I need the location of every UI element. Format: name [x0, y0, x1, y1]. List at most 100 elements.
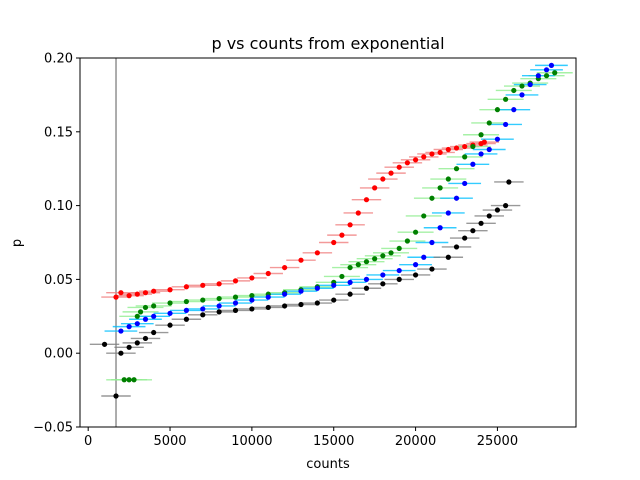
- data-point: [131, 377, 137, 383]
- data-point: [470, 161, 476, 167]
- data-point: [494, 207, 501, 213]
- data-point: [232, 300, 239, 306]
- data-point: [249, 293, 255, 299]
- data-point: [216, 309, 222, 315]
- data-point: [331, 282, 337, 288]
- data-point: [314, 250, 320, 256]
- series-0-points: [113, 139, 487, 300]
- data-point: [429, 151, 435, 157]
- data-point: [200, 282, 206, 288]
- data-point: [142, 290, 149, 296]
- x-tick-label: 5000: [153, 434, 186, 449]
- data-point: [470, 143, 476, 150]
- data-point: [183, 316, 190, 322]
- data-point: [543, 73, 550, 79]
- data-point: [421, 154, 427, 160]
- data-point: [478, 132, 484, 138]
- data-point: [167, 310, 173, 316]
- data-point: [396, 245, 402, 252]
- data-point: [314, 300, 320, 306]
- data-point: [347, 222, 353, 228]
- data-point: [282, 291, 288, 297]
- data-point: [372, 185, 378, 191]
- series-3-points: [101, 179, 512, 399]
- data-point: [412, 272, 419, 278]
- data-point: [331, 239, 337, 246]
- data-point: [134, 313, 140, 319]
- data-point: [126, 344, 132, 350]
- data-point: [412, 262, 419, 268]
- data-point: [445, 210, 451, 216]
- data-point: [388, 250, 394, 256]
- data-point: [503, 121, 509, 128]
- data-point: [363, 285, 370, 291]
- data-point: [363, 259, 370, 265]
- data-point: [216, 303, 222, 309]
- data-point: [462, 235, 468, 241]
- x-tick-label: 15000: [313, 434, 354, 449]
- plot-clipped-group: [89, 58, 573, 427]
- x-axis-title: counts: [306, 457, 350, 472]
- data-point: [339, 273, 345, 280]
- data-point: [445, 146, 451, 153]
- data-point: [363, 276, 370, 282]
- data-point: [429, 266, 435, 272]
- data-point: [503, 96, 509, 102]
- data-point: [151, 288, 157, 294]
- axes: 0 5000 10000 15000 20000 25000 −0.05 0.00 0.05 0.…: [33, 52, 577, 449]
- data-point: [167, 322, 173, 328]
- data-point: [453, 166, 460, 172]
- data-point: [486, 146, 492, 153]
- data-point: [445, 176, 451, 182]
- data-point: [388, 170, 394, 176]
- data-point: [396, 267, 402, 274]
- data-point: [421, 254, 427, 260]
- data-point: [519, 92, 525, 98]
- data-point: [437, 149, 443, 156]
- data-point: [216, 295, 222, 302]
- data-point: [511, 87, 517, 94]
- series-2-points: [118, 62, 555, 334]
- y-tick-label: 0.00: [44, 347, 73, 362]
- data-point: [167, 287, 173, 293]
- y-tick-label: 0.15: [44, 125, 73, 140]
- y-tick-label: 0.10: [44, 199, 73, 214]
- data-point: [347, 279, 353, 285]
- data-point: [232, 294, 239, 300]
- y-tick-label: 0.05: [44, 273, 73, 288]
- data-point: [421, 213, 427, 219]
- plot-area: [89, 58, 573, 427]
- data-point: [347, 264, 353, 271]
- data-point: [134, 340, 140, 346]
- data-point: [486, 120, 492, 126]
- data-point: [200, 297, 206, 303]
- data-point: [339, 232, 345, 238]
- data-point: [453, 244, 460, 250]
- data-point: [470, 228, 476, 234]
- data-point: [494, 136, 501, 142]
- plot-frame: [79, 57, 577, 428]
- data-point: [151, 313, 157, 319]
- data-point: [113, 294, 119, 300]
- y-tick-label: −0.05: [33, 421, 73, 436]
- data-point: [126, 377, 132, 383]
- data-point: [298, 288, 304, 294]
- data-point: [265, 304, 271, 311]
- data-point: [396, 276, 402, 282]
- data-point: [118, 290, 124, 296]
- data-point: [363, 197, 370, 203]
- data-point: [527, 81, 533, 88]
- x-tick-label: 10000: [231, 434, 272, 449]
- data-point: [298, 257, 304, 263]
- data-point: [265, 294, 271, 300]
- data-point: [200, 312, 206, 318]
- data-point: [552, 70, 558, 76]
- data-point: [453, 195, 460, 201]
- data-point: [232, 278, 239, 284]
- data-point: [151, 329, 157, 336]
- data-point: [142, 316, 149, 322]
- data-point: [232, 307, 239, 313]
- data-point: [453, 145, 460, 151]
- data-point: [462, 143, 468, 150]
